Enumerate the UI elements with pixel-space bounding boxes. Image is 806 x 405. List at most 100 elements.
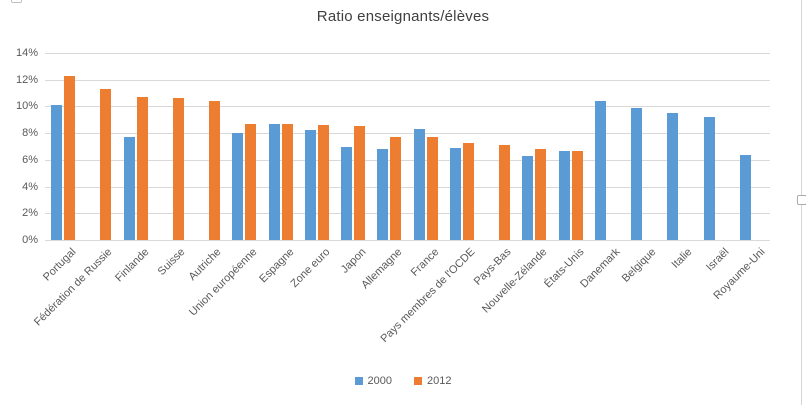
legend-label-2000: 2000: [367, 375, 392, 387]
bar-2012-Union européenne[interactable]: [245, 123, 257, 240]
bar-2012-Zone euro[interactable]: [317, 125, 329, 240]
y-tick-label-4%: 4%: [22, 180, 38, 193]
plot-area: [45, 53, 770, 241]
legend-item-2000[interactable]: 2000: [354, 375, 392, 387]
legend-swatch-2000: [354, 377, 363, 385]
gridline-2%: [45, 213, 770, 215]
gridline-8%: [45, 133, 770, 135]
bar-2000-Allemagne[interactable]: [377, 149, 389, 240]
bar-2000-États-Unis[interactable]: [558, 150, 570, 240]
legend: 2000 2012: [0, 375, 806, 387]
x-label-Israël: Israël: [703, 246, 732, 274]
x-label-Royaume-Uni: Royaume-Uni: [711, 246, 768, 303]
x-label-Japon: Japon: [338, 246, 369, 276]
gridline-14%: [45, 53, 770, 54]
category-slot-Suisse: [154, 53, 190, 240]
x-label-Zone euro: Zone euro: [288, 246, 333, 290]
y-tick-label-8%: 8%: [22, 127, 38, 140]
gridline-6%: [45, 159, 770, 161]
gridline-12%: [45, 79, 770, 81]
x-label-Nouvelle-Zélande: Nouvelle-Zélande: [480, 246, 550, 316]
x-label-Portugal: Portugal: [41, 246, 79, 284]
bar-2012-Fédération de Russie[interactable]: [100, 89, 112, 240]
x-label-Danemark: Danemark: [577, 246, 623, 291]
bar-2012-Pays-Bas[interactable]: [499, 145, 511, 240]
category-slot-Pays-Bas: [480, 53, 516, 240]
category-slot-Allemagne: [371, 53, 407, 240]
category-slot-États-Unis: [553, 53, 589, 240]
y-tick-label-10%: 10%: [15, 100, 38, 113]
bar-2000-Belgique[interactable]: [631, 107, 643, 240]
category-slot-Belgique: [625, 53, 661, 240]
category-slot-Nouvelle-Zélande: [516, 53, 552, 240]
bar-2000-Royaume-Uni[interactable]: [739, 154, 751, 240]
x-label-Allemagne: Allemagne: [359, 246, 405, 292]
bar-2000-Portugal[interactable]: [51, 105, 63, 240]
x-label-Pays-Bas: Pays-Bas: [471, 246, 514, 288]
bar-2012-Autriche[interactable]: [209, 101, 221, 240]
bar-2000-Italie[interactable]: [667, 113, 679, 240]
category-slot-Royaume-Uni: [734, 53, 770, 240]
category-slot-Portugal: [45, 53, 81, 240]
bar-2000-Nouvelle-Zélande[interactable]: [522, 155, 534, 240]
bar-2000-Danemark[interactable]: [594, 101, 606, 240]
legend-item-2012[interactable]: 2012: [414, 375, 451, 387]
bar-2000-Pays membres de l'OCDE[interactable]: [449, 147, 461, 240]
bar-2000-Espagne[interactable]: [268, 123, 280, 240]
category-slot-Italie: [661, 53, 697, 240]
x-label-Suisse: Suisse: [155, 246, 188, 278]
bar-2000-Zone euro[interactable]: [304, 130, 316, 240]
gridline-4%: [45, 186, 770, 188]
bar-2000-Israël[interactable]: [703, 117, 715, 240]
bar-2012-Japon[interactable]: [354, 126, 366, 240]
bar-2012-Suisse[interactable]: [172, 98, 184, 240]
bar-2012-Portugal[interactable]: [64, 75, 76, 240]
y-axis: 0% 2% 4% 6% 8% 10% 12% 14%: [0, 48, 38, 246]
category-slot-Zone euro: [299, 53, 335, 240]
gridline-0%: [45, 240, 770, 241]
category-slot-Espagne: [263, 53, 299, 240]
bar-2012-Nouvelle-Zélande[interactable]: [535, 149, 547, 240]
category-slot-Finlande: [118, 53, 154, 240]
y-tick-label-0%: 0%: [22, 234, 38, 246]
chart-resize-handle[interactable]: [797, 195, 806, 205]
x-label-Autriche: Autriche: [186, 246, 224, 284]
bar-2012-Allemagne[interactable]: [390, 137, 402, 240]
bar-2012-États-Unis[interactable]: [571, 150, 583, 240]
category-slot-Pays membres de l'OCDE: [444, 53, 480, 240]
x-label-Finlande: Finlande: [112, 246, 152, 285]
category-slot-Japon: [335, 53, 371, 240]
y-tick-label-2%: 2%: [22, 207, 38, 220]
x-label-Italie: Italie: [669, 246, 695, 271]
x-label-France: France: [408, 246, 442, 279]
x-label-États-Unis: États-Unis: [541, 246, 587, 291]
bar-2012-Pays membres de l'OCDE[interactable]: [462, 142, 474, 240]
chart-title[interactable]: Ratio enseignants/élèves: [316, 8, 490, 25]
y-tick-label-6%: 6%: [22, 153, 38, 166]
x-label-Espagne: Espagne: [256, 246, 297, 286]
category-slot-France: [408, 53, 444, 240]
bar-2000-Finlande[interactable]: [123, 137, 135, 240]
x-label-Union européenne: Union européenne: [187, 246, 260, 319]
bar-2012-Finlande[interactable]: [136, 97, 148, 240]
bar-2000-Union européenne[interactable]: [232, 133, 244, 240]
category-slot-Autriche: [190, 53, 226, 240]
chart-resize-handle-top[interactable]: [11, 0, 22, 3]
category-slot-Israël: [698, 53, 734, 240]
x-label-Belgique: Belgique: [619, 246, 659, 285]
category-slot-Danemark: [589, 53, 625, 240]
bar-series-container: [45, 53, 770, 240]
x-label-Pays membres de l'OCDE: Pays membres de l'OCDE: [378, 246, 478, 346]
bar-2000-Japon[interactable]: [341, 146, 353, 240]
legend-swatch-2012: [414, 377, 422, 385]
legend-label-2012: 2012: [427, 375, 452, 387]
bar-2012-France[interactable]: [426, 137, 438, 240]
category-slot-Fédération de Russie: [81, 53, 117, 240]
bar-2012-Espagne[interactable]: [281, 123, 293, 240]
y-tick-label-12%: 12%: [15, 73, 38, 86]
y-tick-label-14%: 14%: [15, 47, 38, 59]
x-label-Fédération de Russie: Fédération de Russie: [32, 246, 115, 329]
category-slot-Union européenne: [226, 53, 262, 240]
bar-2000-France[interactable]: [413, 129, 425, 240]
